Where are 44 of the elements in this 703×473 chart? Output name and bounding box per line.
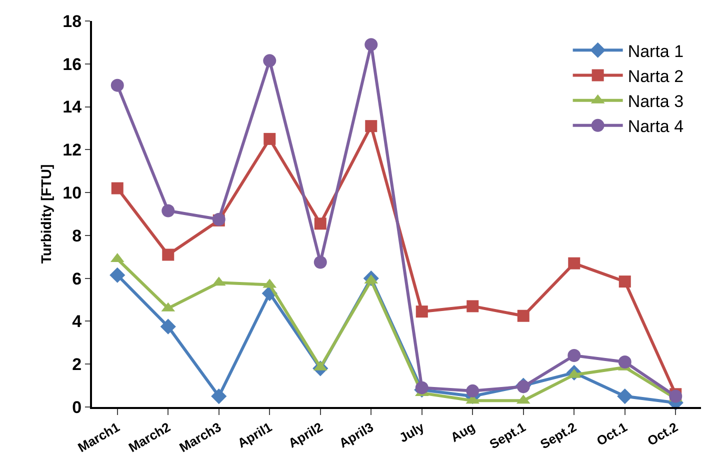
point <box>415 381 428 394</box>
y-tick-label: 12 <box>62 140 82 160</box>
point <box>162 248 174 261</box>
point <box>669 390 682 403</box>
y-tick-label: 10 <box>62 184 82 203</box>
x-tick-label: Oct.1 <box>594 419 630 449</box>
point <box>516 380 530 394</box>
y-tick-label: 6 <box>72 269 82 288</box>
point <box>314 256 327 269</box>
point <box>162 204 175 218</box>
y-tick-label: 0 <box>72 398 82 417</box>
y-tick-label: 16 <box>62 54 82 74</box>
point <box>568 349 581 362</box>
point <box>211 388 227 404</box>
point <box>264 132 276 145</box>
point <box>618 276 631 288</box>
y-tick-label: 8 <box>72 226 82 246</box>
point <box>110 78 124 92</box>
point <box>111 182 124 194</box>
y-tick-label: 2 <box>72 355 82 374</box>
y-axis-title: Turbidity [FTU] <box>38 164 54 264</box>
legend-label: Narta 2 <box>628 66 684 86</box>
point <box>466 300 479 312</box>
point <box>160 318 176 334</box>
x-tick-label: July <box>396 418 428 446</box>
y-tick-label: 4 <box>72 312 82 332</box>
point <box>263 54 276 68</box>
point <box>364 38 378 52</box>
point <box>365 120 378 132</box>
x-tick-label: Oct.2 <box>644 419 680 449</box>
y-tick-label: 18 <box>62 12 82 31</box>
point <box>517 310 530 322</box>
y-tick-label: 14 <box>62 98 82 117</box>
point <box>416 306 428 318</box>
legend-label: Narta 4 <box>628 117 684 136</box>
point <box>466 384 480 398</box>
legend-label: Narta 1 <box>628 42 684 61</box>
point <box>618 355 632 368</box>
point <box>314 218 326 230</box>
legend-label: Narta 3 <box>628 92 684 111</box>
point <box>110 267 126 283</box>
x-tick-label: Aug <box>448 419 478 445</box>
point <box>568 257 580 270</box>
point <box>617 388 633 404</box>
